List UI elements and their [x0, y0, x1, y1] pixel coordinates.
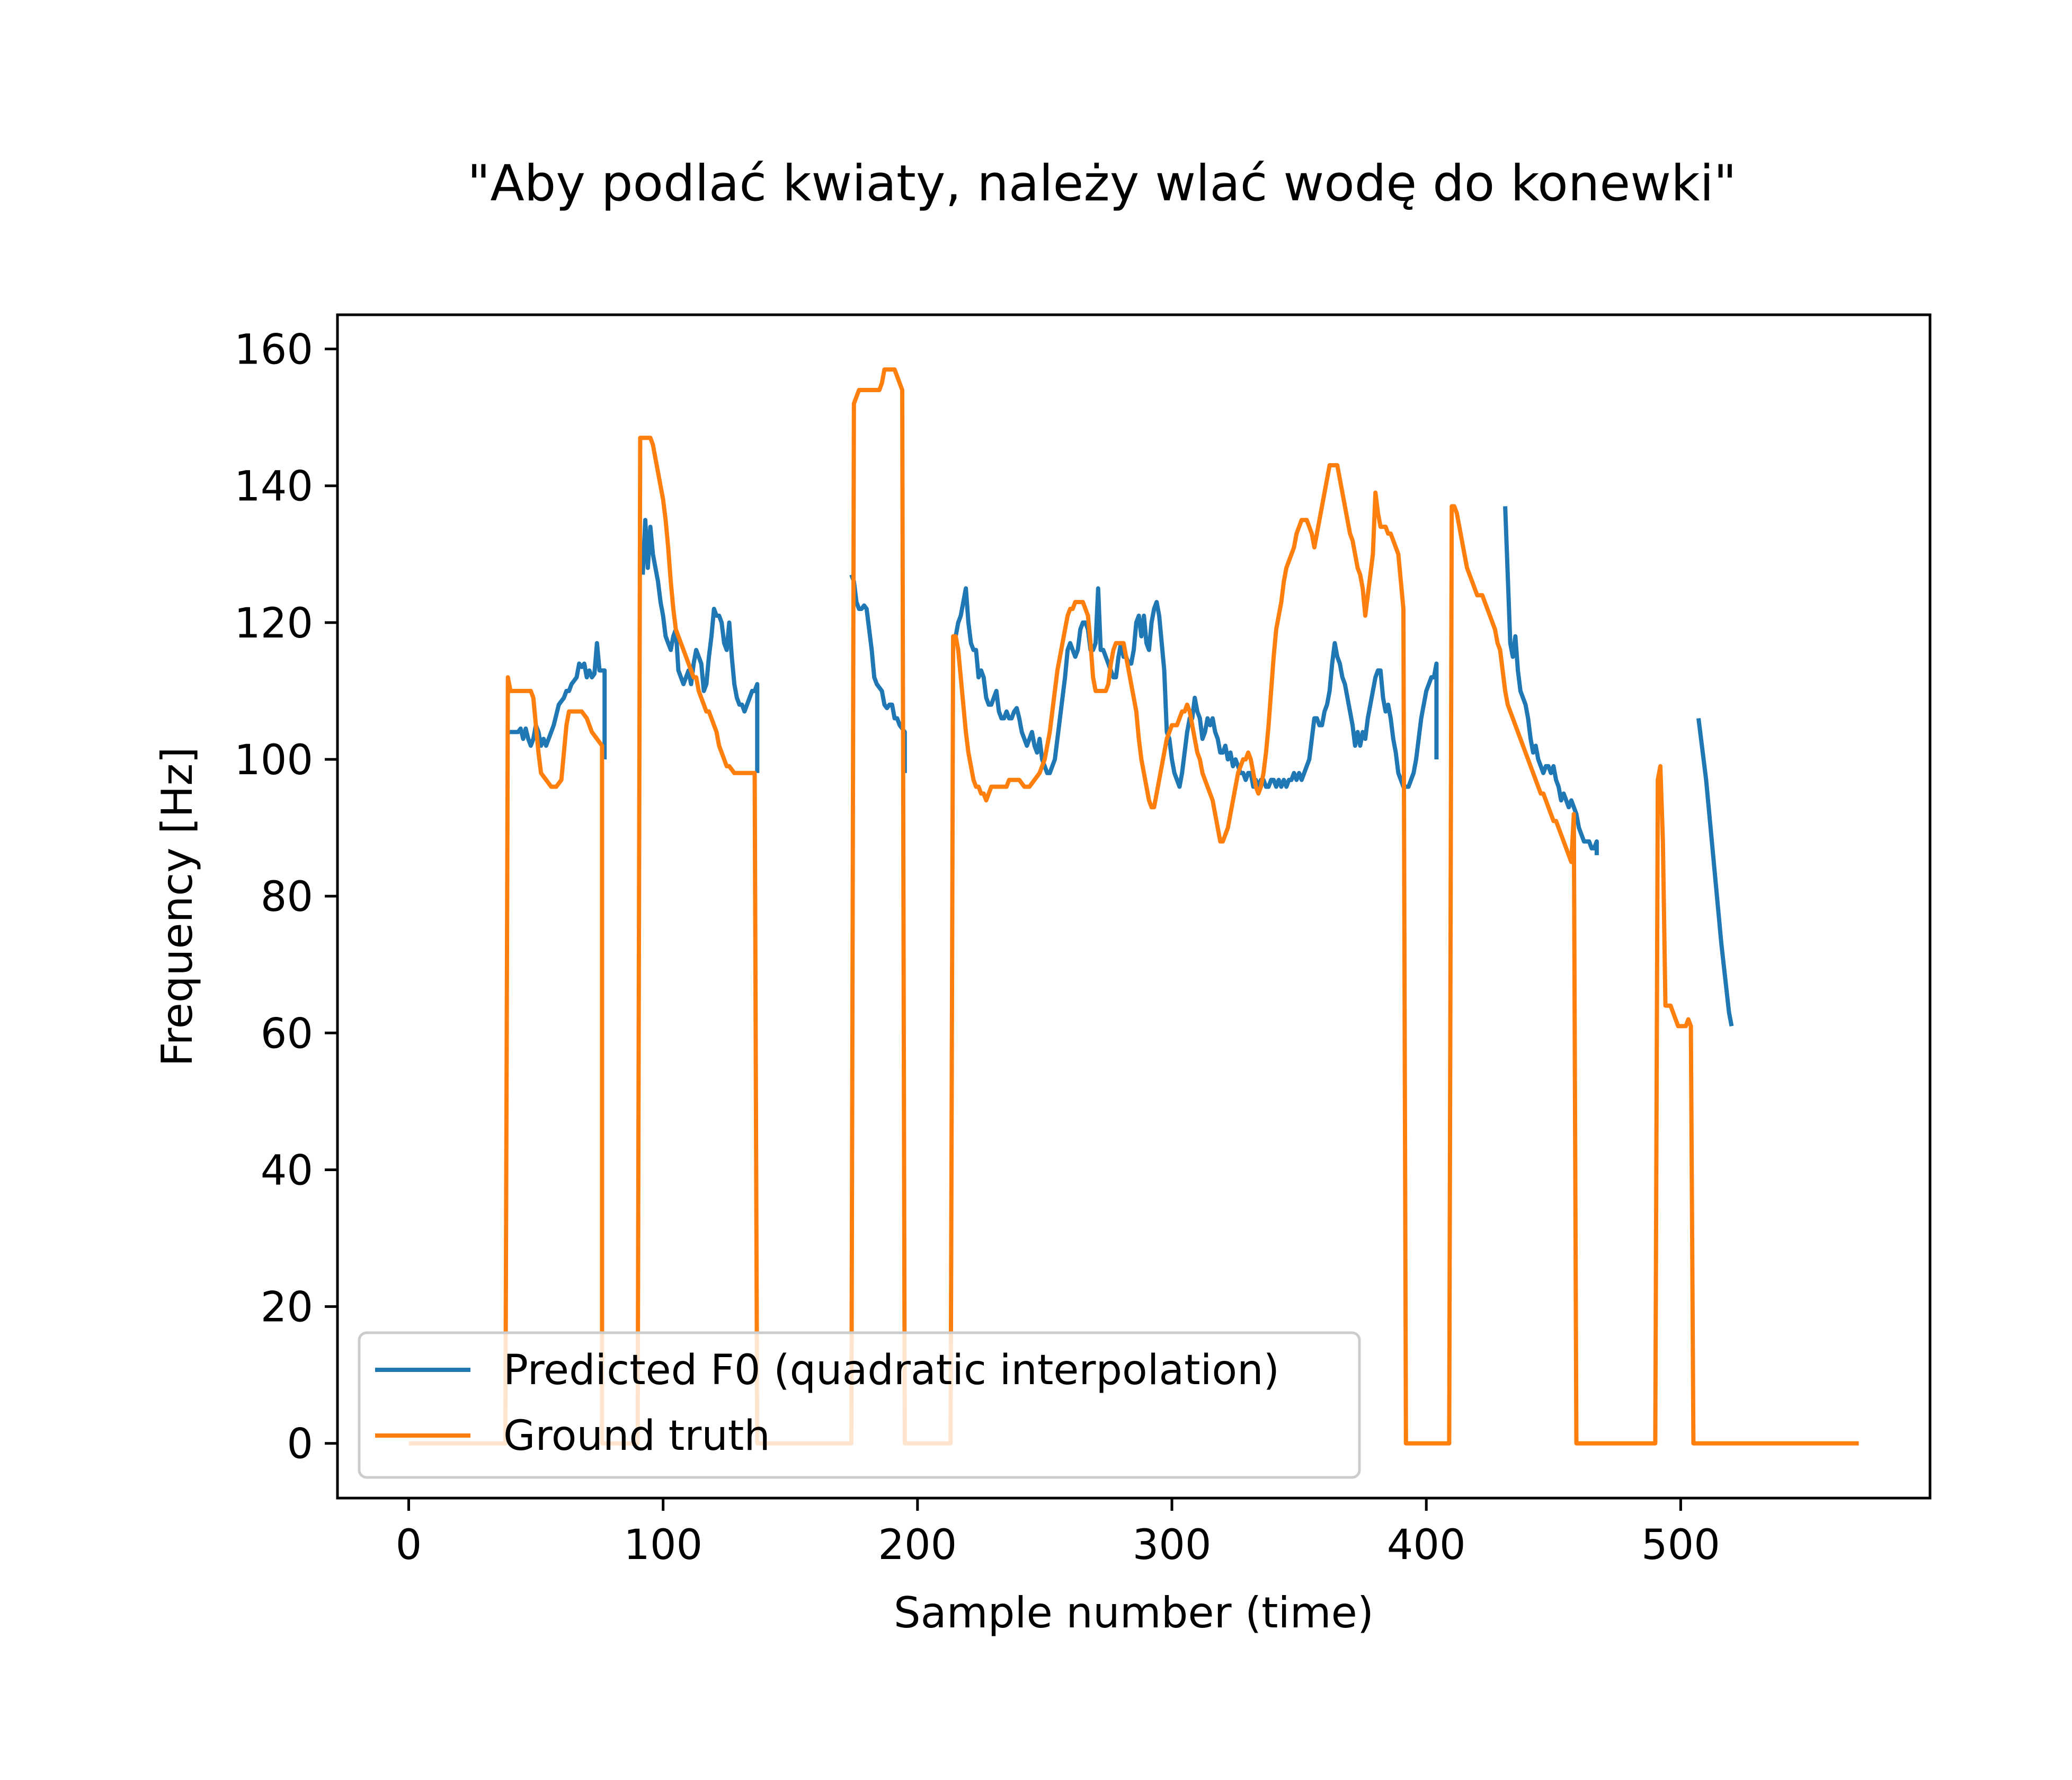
x-tick-label: 200 — [878, 1521, 957, 1569]
series-line-predicted-f0 — [641, 518, 760, 773]
series-predicted-f0 — [508, 506, 1734, 1027]
x-tick-label: 300 — [1133, 1521, 1212, 1569]
y-tick-label: 0 — [287, 1421, 313, 1468]
y-tick-label: 100 — [234, 737, 313, 784]
y-tick-label: 60 — [261, 1010, 313, 1058]
series-line-predicted-f0 — [508, 641, 607, 759]
x-tick-label: 100 — [624, 1521, 702, 1569]
series-line-predicted-f0 — [1696, 718, 1734, 1027]
y-tick-label: 160 — [234, 326, 313, 374]
series-line-predicted-f0 — [849, 574, 907, 773]
series-line-predicted-f0 — [953, 586, 1439, 789]
x-axis-label: Sample number (time) — [894, 1588, 1374, 1637]
y-tick-label: 140 — [234, 463, 313, 511]
x-tick-label: 0 — [396, 1521, 422, 1569]
series-line-ground-truth — [408, 367, 1859, 1446]
legend-label-predicted: Predicted F0 (quadratic interpolation) — [503, 1347, 1279, 1394]
y-axis: 0 20 40 60 80 100 120 140 160 — [234, 326, 337, 1468]
legend: Predicted F0 (quadratic interpolation) G… — [358, 1331, 1361, 1479]
y-tick-label: 40 — [261, 1147, 313, 1194]
y-axis-label: Frequency [Hz] — [153, 747, 202, 1066]
legend-box — [358, 1331, 1361, 1479]
legend-label-ground-truth: Ground truth — [503, 1412, 770, 1460]
chart-title: "Aby podlać kwiaty, należy wlać wodę do … — [467, 155, 1737, 212]
y-tick-label: 20 — [261, 1284, 313, 1332]
x-axis: 0 100 200 300 400 500 — [396, 1498, 1720, 1569]
y-tick-label: 120 — [234, 600, 313, 648]
series-line-predicted-f0 — [1503, 506, 1599, 855]
plot-area — [408, 367, 1859, 1446]
y-tick-label: 80 — [261, 873, 313, 921]
x-tick-label: 400 — [1387, 1521, 1466, 1569]
axes-frame — [336, 313, 1932, 1500]
x-tick-label: 500 — [1641, 1521, 1720, 1569]
series-ground-truth — [408, 367, 1859, 1446]
